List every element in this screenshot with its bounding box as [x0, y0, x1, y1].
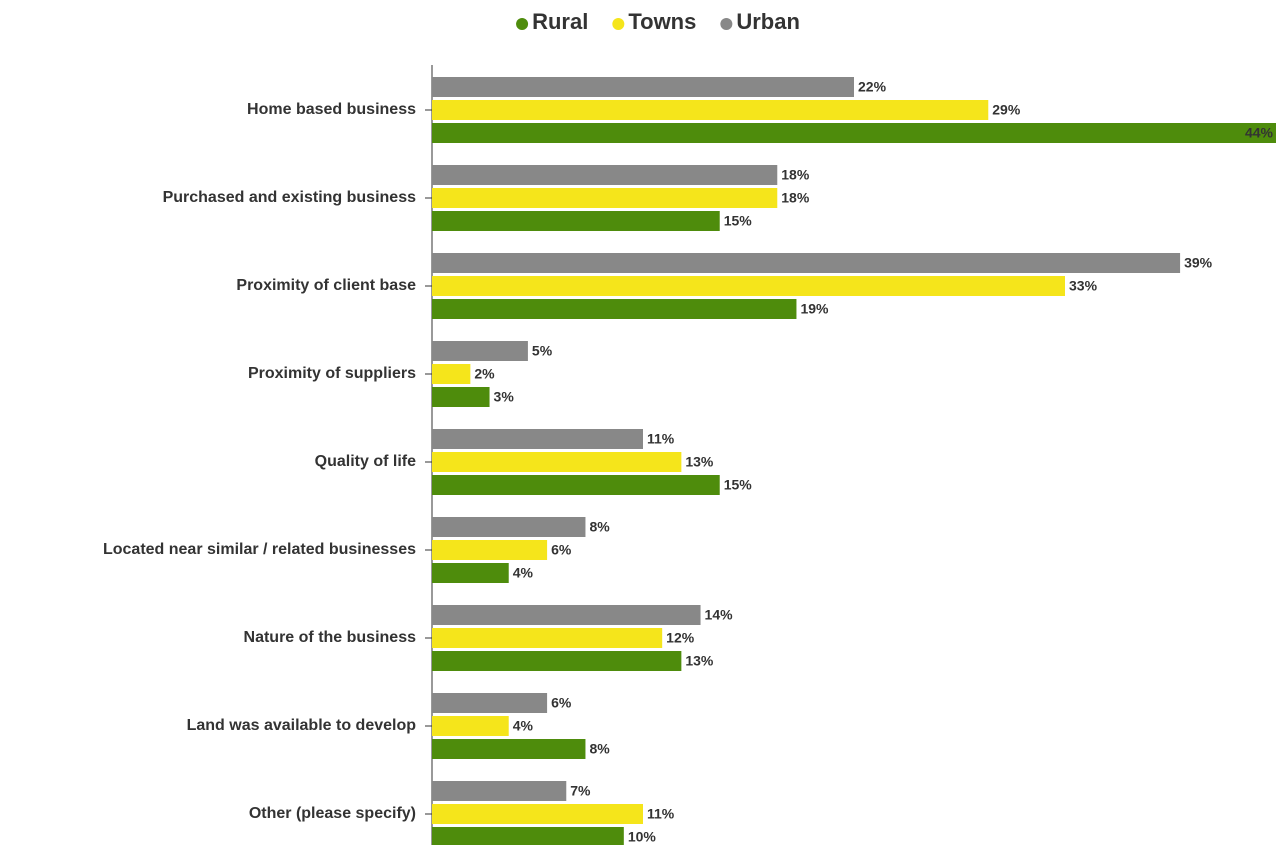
value-label: 7% [570, 783, 591, 799]
legend-marker [612, 18, 625, 30]
value-label: 2% [474, 366, 495, 382]
value-label: 15% [724, 213, 753, 229]
bar [432, 693, 548, 713]
y-tick-label: Located near similar / related businesse… [103, 541, 416, 558]
bar [432, 628, 663, 648]
bar [432, 123, 1276, 143]
value-label: 5% [532, 343, 553, 359]
bar [432, 827, 624, 845]
legend-marker [720, 18, 733, 30]
value-label: 14% [705, 607, 734, 623]
bar [432, 253, 1181, 273]
bar [432, 100, 989, 120]
bar [432, 299, 797, 319]
bar [432, 804, 643, 824]
value-label: 10% [628, 829, 657, 845]
y-tick-label: Other (please specify) [249, 805, 416, 822]
y-tick-label: Purchased and existing business [163, 189, 417, 206]
bar [432, 77, 854, 97]
value-label: 4% [513, 565, 534, 581]
y-tick-label: Proximity of client base [236, 277, 416, 294]
bar [432, 605, 701, 625]
value-label: 18% [781, 190, 810, 206]
y-tick-label: Home based business [247, 101, 416, 118]
y-tick-label: Land was available to develop [187, 717, 417, 734]
value-label: 8% [589, 741, 610, 757]
bar [432, 651, 682, 671]
value-label: 8% [589, 519, 610, 535]
value-label: 18% [781, 167, 810, 183]
legend-label: Urban [736, 9, 800, 34]
bar [432, 364, 471, 384]
value-label: 6% [551, 542, 572, 558]
bar [432, 452, 682, 472]
value-label: 3% [494, 389, 515, 405]
bar [432, 429, 643, 449]
value-label: 29% [992, 102, 1021, 118]
y-tick-label: Nature of the business [244, 629, 417, 646]
bar [432, 781, 567, 801]
bar [432, 475, 720, 495]
bar [432, 739, 586, 759]
value-label: 11% [647, 806, 675, 822]
legend-marker [516, 18, 529, 30]
value-label: 13% [685, 454, 714, 470]
bar [432, 517, 586, 537]
value-label: 12% [666, 630, 695, 646]
bar [432, 716, 509, 736]
value-label: 13% [685, 653, 714, 669]
bar [432, 188, 778, 208]
value-label: 4% [513, 718, 534, 734]
bar [432, 276, 1065, 296]
value-label: 15% [724, 477, 753, 493]
bar [432, 341, 528, 361]
value-label: 44% [1245, 125, 1274, 141]
bar [432, 563, 509, 583]
value-label: 33% [1069, 278, 1098, 294]
y-tick-label: Proximity of suppliers [248, 365, 416, 382]
legend-label: Rural [532, 9, 588, 34]
value-label: 6% [551, 695, 572, 711]
y-tick-label: Quality of life [315, 453, 416, 470]
bar [432, 540, 548, 560]
bar [432, 211, 720, 231]
bar [432, 165, 778, 185]
value-label: 11% [647, 431, 675, 447]
value-label: 19% [800, 301, 829, 317]
value-label: 39% [1184, 255, 1213, 271]
bar [432, 387, 490, 407]
legend-label: Towns [628, 9, 696, 34]
value-label: 22% [858, 79, 887, 95]
